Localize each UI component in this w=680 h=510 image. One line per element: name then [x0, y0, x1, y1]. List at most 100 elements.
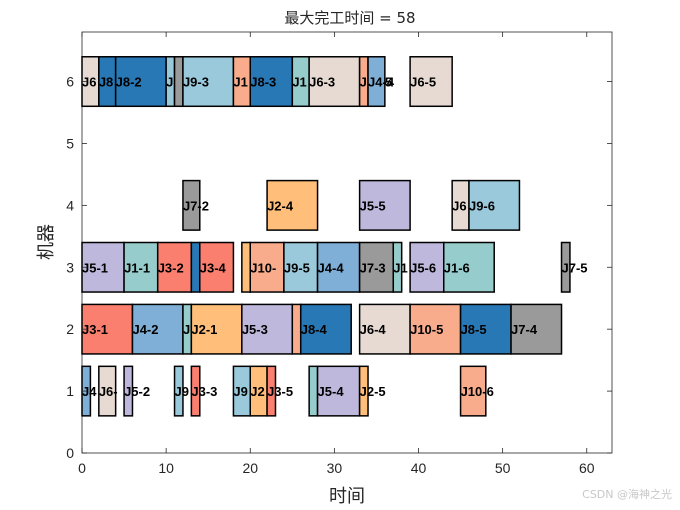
- y-tick-label: 3: [66, 259, 74, 275]
- task-label: J8-3: [250, 75, 276, 90]
- task-bar: [510, 303, 563, 355]
- task-bar: [190, 241, 201, 293]
- task-label: J1-1: [124, 260, 150, 275]
- task-label: J8-4: [301, 322, 328, 337]
- task-label: J2-4: [267, 198, 294, 213]
- task-bar: [190, 303, 243, 355]
- task-label: J8: [99, 75, 113, 90]
- task-bar: [308, 365, 319, 417]
- x-tick-label: 40: [411, 460, 427, 476]
- task-label: J3-5: [267, 384, 293, 399]
- task-bars: [81, 56, 571, 417]
- x-axis-label: 时间: [329, 486, 365, 507]
- task-label: J1: [233, 75, 247, 90]
- task-bar: [299, 303, 352, 355]
- task-bar: [266, 179, 319, 231]
- task-bar: [409, 56, 453, 108]
- y-axis-ticks: 0 1 2 3 4 5 6: [66, 74, 612, 461]
- task-label: J: [360, 75, 367, 90]
- task-label: J2-1: [191, 322, 217, 337]
- task-label: J9-5: [284, 260, 310, 275]
- task-bar: [199, 241, 235, 293]
- x-axis-ticks: 0 10 20 30 40 50 60: [78, 32, 595, 476]
- task-label: J3-3: [191, 384, 217, 399]
- task-bar: [459, 365, 487, 417]
- task-label: J2-5: [360, 384, 386, 399]
- task-bar: [266, 365, 277, 417]
- task-bar: [358, 365, 369, 417]
- task-label: J9: [175, 384, 189, 399]
- task-bar: [367, 56, 386, 108]
- task-label: J: [166, 75, 173, 90]
- task-bar: [241, 241, 252, 293]
- task-label: J3-4: [200, 260, 227, 275]
- task-label: J1-6: [444, 260, 470, 275]
- task-label: J1: [393, 260, 407, 275]
- y-tick-label: 4: [66, 197, 74, 213]
- y-tick-label: 6: [66, 74, 74, 90]
- task-bar: [316, 365, 361, 417]
- x-tick-label: 60: [579, 460, 595, 476]
- watermark: CSDN @海神之光: [582, 487, 672, 501]
- task-bar: [560, 241, 571, 293]
- task-label: J5-6: [410, 260, 436, 275]
- task-label: J6-5: [410, 75, 436, 90]
- task-label: 5: [385, 75, 392, 90]
- task-label: J7-4: [511, 322, 538, 337]
- task-bar: [190, 365, 201, 417]
- task-label: J6: [452, 198, 466, 213]
- task-label: J3-2: [158, 260, 184, 275]
- task-label: J9-3: [183, 75, 209, 90]
- task-label: J10-5: [410, 322, 443, 337]
- y-axis-label: 机器: [36, 224, 57, 260]
- task-label: J1: [292, 75, 306, 90]
- task-bar: [316, 241, 361, 293]
- task-labels: J6 J8 J8-2 J J9-3 J1 J8-3 J1 J6-3 J J4-45 J6-5J7-2 J…: [82, 75, 588, 400]
- task-label: J6-: [99, 384, 118, 399]
- task-label: J6: [82, 75, 96, 90]
- y-tick-label: 5: [66, 135, 74, 151]
- task-label: J4: [82, 384, 97, 399]
- task-bar: [98, 365, 117, 417]
- y-tick-label: 1: [66, 383, 74, 399]
- task-label: J5-2: [124, 384, 150, 399]
- task-bar: [358, 241, 395, 293]
- task-label: J7-3: [360, 260, 386, 275]
- task-bar: [249, 241, 285, 293]
- task-bar: [173, 56, 184, 108]
- task-bar: [173, 365, 184, 417]
- x-tick-label: 20: [242, 460, 258, 476]
- x-tick-label: 10: [158, 460, 174, 476]
- task-bar: [123, 365, 134, 417]
- x-tick-label: 30: [327, 460, 343, 476]
- y-tick-label: 2: [66, 321, 74, 337]
- task-bar: [468, 179, 521, 231]
- task-label: J2: [250, 384, 264, 399]
- task-bar: [241, 303, 294, 355]
- task-bar: [459, 303, 512, 355]
- task-label: J8-5: [461, 322, 487, 337]
- task-label: J3-1: [82, 322, 108, 337]
- task-bar: [358, 179, 411, 231]
- task-label: J5-1: [82, 260, 108, 275]
- task-bar: [123, 241, 159, 293]
- x-tick-label: 0: [78, 460, 86, 476]
- task-bar: [409, 241, 445, 293]
- task-label: J9-6: [469, 198, 495, 213]
- task-bar: [308, 56, 361, 108]
- x-tick-label: 50: [495, 460, 511, 476]
- task-label: J9: [233, 384, 247, 399]
- task-bar: [131, 303, 184, 355]
- task-label: J10-6: [461, 384, 494, 399]
- y-tick-label: 0: [66, 445, 74, 461]
- task-label: J5-3: [242, 322, 268, 337]
- task-label: J5-5: [360, 198, 386, 213]
- task-label: J8-2: [116, 75, 142, 90]
- task-bar: [442, 241, 495, 293]
- task-label: J6-4: [360, 322, 387, 337]
- task-bar: [291, 303, 302, 355]
- task-label: J4-4: [318, 260, 345, 275]
- task-label: J10-: [250, 260, 276, 275]
- task-label: J7-5: [562, 260, 588, 275]
